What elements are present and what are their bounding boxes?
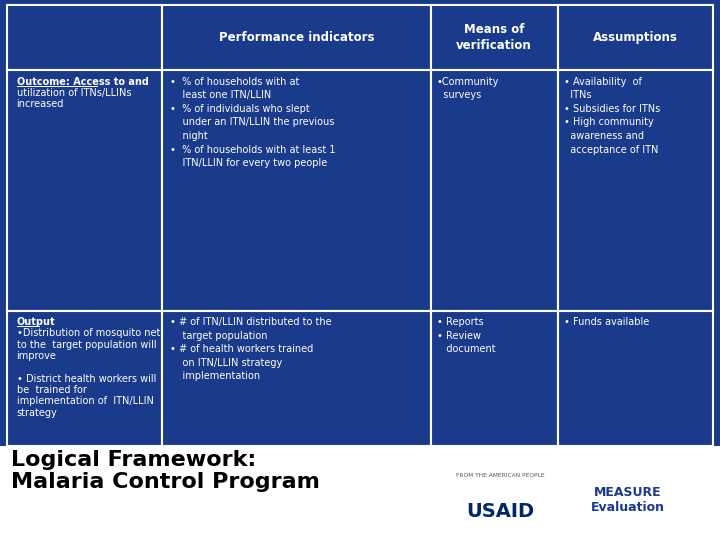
Bar: [7, 5, 163, 70]
Text: • # of ITN/LLIN distributed to the
    target population
• # of health workers t: • # of ITN/LLIN distributed to the targe…: [171, 317, 332, 381]
Text: • Funds available: • Funds available: [564, 317, 649, 327]
Bar: [557, 310, 713, 446]
Bar: [163, 5, 431, 70]
Text: FROM THE AMERICAN PEOPLE: FROM THE AMERICAN PEOPLE: [456, 473, 545, 478]
Bar: [163, 70, 431, 310]
Text: •Community
  surveys: •Community surveys: [437, 77, 499, 100]
Text: utilization of ITNs/LLINs: utilization of ITNs/LLINs: [17, 88, 131, 98]
Text: USAID: USAID: [467, 502, 534, 521]
Text: Outcome: Access to and: Outcome: Access to and: [17, 77, 148, 87]
Text: strategy: strategy: [17, 408, 58, 418]
Text: • District health workers will: • District health workers will: [17, 374, 156, 384]
Bar: [431, 310, 557, 446]
Bar: [7, 310, 163, 446]
Text: MEASURE
Evaluation: MEASURE Evaluation: [591, 487, 665, 514]
Bar: [557, 5, 713, 70]
Bar: [7, 70, 163, 310]
Text: to the  target population will: to the target population will: [17, 340, 156, 350]
Text: •Distribution of mosquito net: •Distribution of mosquito net: [17, 328, 160, 339]
Text: • Reports
• Review
   document: • Reports • Review document: [437, 317, 495, 354]
Text: Logical Framework:
Malaria Control Program: Logical Framework: Malaria Control Progr…: [11, 450, 320, 492]
Bar: [0, 446, 720, 540]
Text: Means of
verification: Means of verification: [456, 23, 532, 52]
Bar: [163, 310, 431, 446]
Bar: [431, 70, 557, 310]
Text: Output: Output: [17, 317, 55, 327]
Text: be  trained for: be trained for: [17, 385, 86, 395]
Text: increased: increased: [17, 99, 64, 110]
Bar: [431, 5, 557, 70]
Text: implementation of  ITN/LLIN: implementation of ITN/LLIN: [17, 396, 153, 407]
Text: • Availability  of
  ITNs
• Subsidies for ITNs
• High community
  awareness and
: • Availability of ITNs • Subsidies for I…: [564, 77, 660, 154]
Text: Assumptions: Assumptions: [593, 31, 678, 44]
Text: •  % of households with at
    least one ITN/LLIN
•  % of individuals who slept
: • % of households with at least one ITN/…: [171, 77, 336, 168]
Text: improve: improve: [17, 351, 56, 361]
Text: Performance indicators: Performance indicators: [219, 31, 374, 44]
Bar: [557, 70, 713, 310]
